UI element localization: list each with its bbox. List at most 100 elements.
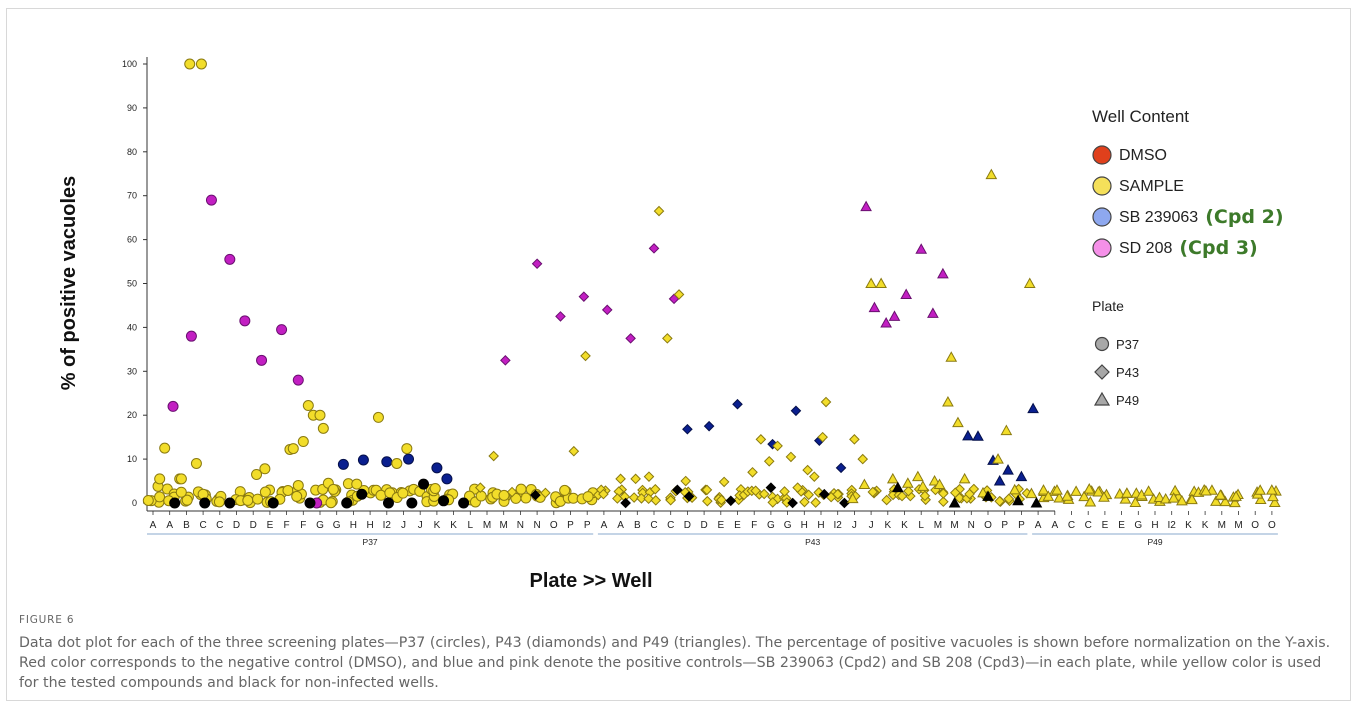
data-point-sample: [718, 476, 730, 488]
data-point-sample: [184, 58, 196, 70]
data-point-sample: [917, 480, 929, 491]
data-point-sb-239063: [357, 454, 369, 466]
data-point-sample-baseline: [702, 495, 713, 507]
data-point-non-infected: [1030, 496, 1043, 508]
data-point-sd-208: [648, 243, 660, 254]
data-point-sample-baseline: [799, 496, 810, 508]
data-point-non-infected: [356, 488, 368, 500]
data-point-sample-baseline: [1214, 489, 1227, 500]
data-point-sd-208: [555, 311, 566, 322]
x-tick-label: F: [751, 520, 757, 531]
x-tick-label: G: [784, 520, 792, 531]
data-point-sample-baseline: [1129, 496, 1142, 507]
x-tick-label: O: [1251, 520, 1259, 531]
x-tick-label: J: [852, 520, 857, 531]
x-tick-label: H: [817, 520, 824, 531]
data-point-sample: [401, 443, 413, 455]
data-point-sample-baseline: [636, 493, 647, 504]
data-point-sample-baseline: [1153, 491, 1166, 503]
data-point-sample-baseline: [1051, 484, 1063, 495]
data-point-sample-baseline: [1119, 493, 1132, 504]
x-tick-label: D: [684, 520, 691, 531]
x-tick-label: C: [1085, 520, 1092, 531]
data-point-sample: [1008, 483, 1021, 495]
data-point-sample: [662, 333, 673, 344]
data-point-sample: [755, 434, 767, 445]
data-point-sample: [327, 483, 339, 495]
data-point-sample-baseline: [282, 484, 294, 496]
x-tick-label: K: [1185, 520, 1192, 531]
data-point-sample-baseline: [1200, 484, 1212, 496]
data-point-sample: [673, 289, 685, 300]
data-point-non-infected: [891, 481, 904, 493]
data-point-sample: [568, 445, 580, 457]
x-tick-label: N: [533, 520, 540, 531]
data-point-sample: [928, 475, 941, 486]
data-point-sample: [857, 453, 869, 465]
legend-swatch: [1092, 176, 1112, 196]
y-tick-label: 70: [127, 191, 137, 201]
y-tick-label: 90: [127, 103, 137, 113]
x-tick-label: A: [1051, 520, 1058, 531]
x-tick-label: F: [284, 520, 290, 531]
data-point-sample-baseline: [498, 489, 510, 501]
y-tick-label: 10: [127, 454, 137, 464]
data-point-non-infected: [406, 497, 418, 509]
data-point-sample: [506, 486, 518, 498]
x-tick-label: E: [717, 520, 724, 531]
data-point-sample: [886, 472, 899, 484]
data-point-sample: [292, 479, 304, 491]
figure-frame: 0 10 20 30 40 50 60 70 80 90 100 A A B C C D D E F F G G H H I2 J J…: [6, 8, 1351, 701]
x-tick-label: P: [567, 520, 574, 531]
data-point-sample: [475, 482, 486, 493]
y-tick-label: 60: [127, 235, 137, 245]
data-point-sample: [287, 443, 299, 455]
x-tick-label: A: [601, 520, 608, 531]
data-point-sample: [195, 58, 207, 70]
data-point-sample-baseline: [643, 493, 654, 505]
y-tick-label: 0: [132, 498, 137, 508]
legend-plate-title: Plate: [1092, 298, 1124, 314]
data-point-sample-baseline: [649, 483, 661, 495]
data-point-sample-baseline: [242, 494, 254, 506]
data-point-non-infected: [765, 482, 777, 493]
x-tick-label: M: [500, 520, 508, 531]
legend-label: SD 208: [1119, 240, 1172, 257]
data-point-non-infected: [839, 497, 850, 509]
data-point-sample: [772, 440, 783, 452]
data-point-sample-baseline: [716, 494, 727, 506]
legend-swatch: [1092, 145, 1112, 165]
data-point-sb-239063: [993, 475, 1006, 486]
data-point-sd-208: [888, 310, 901, 321]
data-point-sample-baseline: [1003, 493, 1015, 505]
plate-group-label: P37: [363, 537, 378, 547]
data-point-non-infected: [672, 484, 683, 496]
data-point-sample-baseline: [1025, 487, 1038, 499]
data-point-sample: [802, 464, 813, 476]
data-point-sb-239063: [431, 462, 443, 474]
data-point-sample-baseline: [1053, 491, 1066, 503]
data-point-sd-208: [578, 291, 590, 302]
data-point-sample: [488, 450, 499, 462]
data-point-sample: [372, 411, 384, 423]
x-tick-label: H: [801, 520, 808, 531]
data-point-sample: [297, 436, 309, 448]
x-tick-label: C: [1068, 520, 1075, 531]
legend: Well Content DMSO SAMPLE SB 239063 (Cpd 2) SD…: [1092, 107, 1284, 408]
data-point-sample: [763, 455, 775, 467]
legend-plate-label: P43: [1116, 365, 1139, 380]
x-tick-label: P: [584, 520, 591, 531]
data-point-sample: [680, 475, 692, 487]
data-point-sd-208: [915, 243, 928, 254]
y-axis-title: % of positive vacuoles: [58, 176, 80, 391]
data-point-sample-baseline: [1042, 490, 1055, 501]
data-point-sample-baseline: [142, 494, 154, 506]
data-point-non-infected: [199, 497, 211, 509]
data-point-sample: [251, 468, 263, 480]
y-tick-label: 50: [127, 279, 137, 289]
data-point-non-infected: [530, 489, 541, 501]
x-tick-label: E: [1102, 520, 1109, 531]
x-tick-label: M: [483, 520, 491, 531]
